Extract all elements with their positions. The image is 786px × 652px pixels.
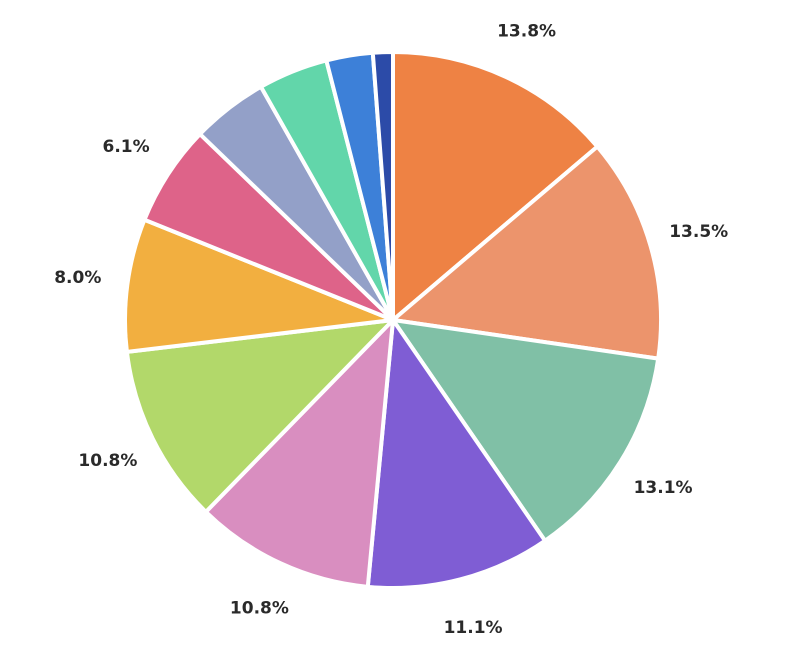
pie-labels: 13.8% 13.5% 13.1% 11.1% 10.8% 10.8% 8.0% 6.1%: [54, 21, 728, 637]
pie-slice: [391, 50, 600, 322]
slice-percent-label: 10.8%: [230, 599, 289, 619]
pie-slice: [391, 144, 663, 361]
slice-percent-label: 10.8%: [78, 451, 137, 471]
pie-slice: [365, 318, 548, 590]
pie-slice: [123, 217, 395, 354]
slice-percent-label: 13.5%: [669, 222, 728, 242]
pie-slice: [203, 318, 395, 589]
pie-slices: [123, 49, 663, 590]
slice-percent-label: 8.0%: [54, 268, 101, 288]
pie-slice: [124, 318, 395, 514]
slice-percent-label: 13.8%: [497, 21, 556, 41]
pie-slice: [391, 318, 661, 543]
slice-percent-label: 13.1%: [634, 478, 693, 498]
slice-percent-label: 6.1%: [103, 137, 150, 157]
pie-slice: [370, 49, 395, 322]
slice-percent-label: 11.1%: [444, 618, 503, 638]
